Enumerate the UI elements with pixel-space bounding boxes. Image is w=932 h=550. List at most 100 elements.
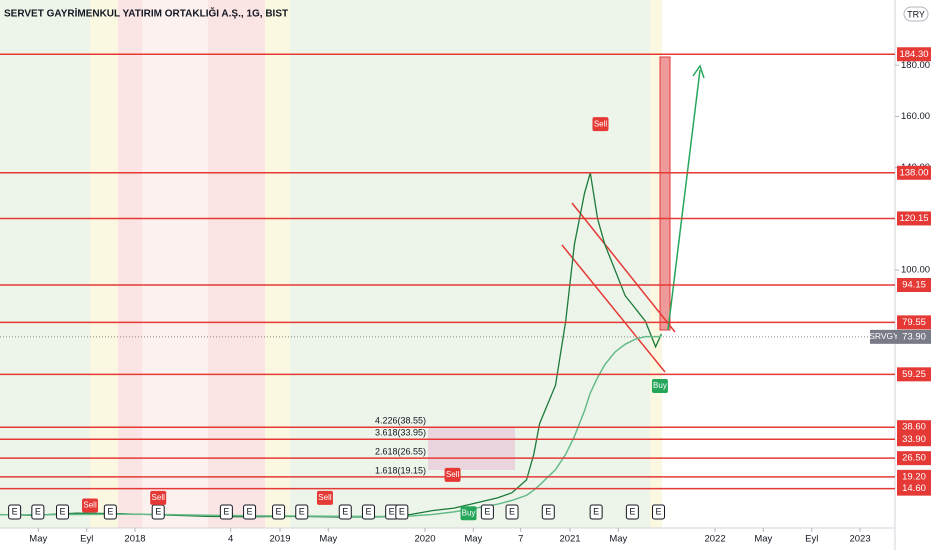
event-label: E xyxy=(107,506,113,516)
signal-label: Sell xyxy=(594,119,608,128)
currency: TRY xyxy=(907,9,925,19)
level-label: 184.30 xyxy=(899,49,928,60)
price-line xyxy=(0,172,662,518)
event-label: E xyxy=(223,506,229,516)
event-label: E xyxy=(629,506,635,516)
level-box xyxy=(897,211,931,226)
event-marker xyxy=(295,504,309,520)
background-bands xyxy=(0,0,662,528)
event-marker xyxy=(31,504,45,520)
current-box xyxy=(897,329,931,344)
x-tick-label: 2019 xyxy=(269,534,290,545)
price-line xyxy=(0,335,662,518)
symbol-box xyxy=(870,329,898,344)
signal-box xyxy=(460,506,477,521)
event-marker xyxy=(272,504,286,520)
event-marker xyxy=(541,504,555,520)
fib-box xyxy=(428,427,515,470)
y-tick-label: 160.00 xyxy=(901,111,930,122)
signal-box xyxy=(316,490,333,505)
target-box xyxy=(659,56,671,331)
event-marker xyxy=(151,504,165,520)
event-label: E xyxy=(35,506,41,516)
event-marker xyxy=(8,504,22,520)
event-marker xyxy=(361,504,375,520)
level-label: 120.15 xyxy=(899,213,928,224)
fib-label: 3.618(33.95) xyxy=(375,427,426,437)
channel-line xyxy=(561,244,666,373)
event-label: E xyxy=(342,506,348,516)
x-tick-label: 2023 xyxy=(849,534,870,545)
level-label: 33.90 xyxy=(902,434,926,445)
event-label: E xyxy=(593,506,599,516)
channel-line xyxy=(571,202,676,333)
event-marker xyxy=(338,504,352,520)
fib-label: 1.618(19.15) xyxy=(375,465,426,475)
event-label: E xyxy=(59,506,65,516)
signal-label: Sell xyxy=(152,493,166,502)
event-label: E xyxy=(299,506,305,516)
level-box xyxy=(897,451,931,466)
level-box xyxy=(897,432,931,447)
x-tick-label: May xyxy=(754,534,772,545)
chart-title: SERVET GAYRİMENKUL YATIRIM ORTAKLIĞI A.Ş… xyxy=(4,7,288,20)
x-tick-label: May xyxy=(319,534,337,545)
currency-badge xyxy=(903,6,929,22)
level-label: 14.60 xyxy=(902,483,926,494)
event-marker xyxy=(625,504,639,520)
current-label: 73.90 xyxy=(902,331,926,342)
level-label: 138.00 xyxy=(899,167,928,178)
signal-box xyxy=(651,378,668,393)
x-tick-label: May xyxy=(609,534,627,545)
level-box xyxy=(897,165,931,180)
event-marker xyxy=(589,504,603,520)
event-label: E xyxy=(399,506,405,516)
event-label: E xyxy=(155,506,161,516)
event-label: E xyxy=(545,506,551,516)
signal-box xyxy=(592,117,609,132)
level-box xyxy=(897,315,931,330)
level-box xyxy=(897,420,931,435)
level-box xyxy=(897,367,931,382)
x-tick-label: 2018 xyxy=(124,534,145,545)
event-marker xyxy=(651,504,665,520)
level-box xyxy=(897,469,931,484)
event-label: E xyxy=(389,506,395,516)
event-marker xyxy=(103,504,117,520)
level-box xyxy=(897,47,931,62)
y-tick-label: 180.00 xyxy=(901,60,930,71)
event-marker xyxy=(480,504,494,520)
event-label: E xyxy=(247,506,253,516)
x-tick-label: Eyl xyxy=(805,534,818,545)
event-label: E xyxy=(509,506,515,516)
x-tick-label: 2020 xyxy=(414,534,435,545)
event-label: E xyxy=(365,506,371,516)
level-box xyxy=(897,481,931,496)
x-tick-label: 2021 xyxy=(559,534,580,545)
x-tick-label: 2022 xyxy=(704,534,725,545)
projection-arrow xyxy=(667,69,701,331)
event-label: E xyxy=(655,506,661,516)
y-tick-label: 100.00 xyxy=(901,265,930,276)
signal-label: Buy xyxy=(653,381,667,390)
event-marker xyxy=(219,504,233,520)
event-label: E xyxy=(276,506,282,516)
signal-box xyxy=(82,498,99,513)
level-label: 19.20 xyxy=(902,471,926,482)
level-label: 59.25 xyxy=(902,369,926,380)
signal-label: Sell xyxy=(318,493,332,502)
signal-box xyxy=(150,490,167,505)
signal-label: Sell xyxy=(446,470,460,479)
level-box xyxy=(897,278,931,293)
fib-label: 2.618(26.55) xyxy=(375,446,426,456)
event-marker xyxy=(243,504,257,520)
event-marker xyxy=(55,504,69,520)
arrow-head xyxy=(692,64,705,79)
symbol-label: SRVGY xyxy=(869,331,899,341)
event-label: E xyxy=(12,506,18,516)
signal-label: Sell xyxy=(83,501,97,510)
fib-label: 4.226(38.55) xyxy=(375,416,426,426)
x-tick-label: 7 xyxy=(518,534,523,545)
signal-box xyxy=(444,467,461,482)
